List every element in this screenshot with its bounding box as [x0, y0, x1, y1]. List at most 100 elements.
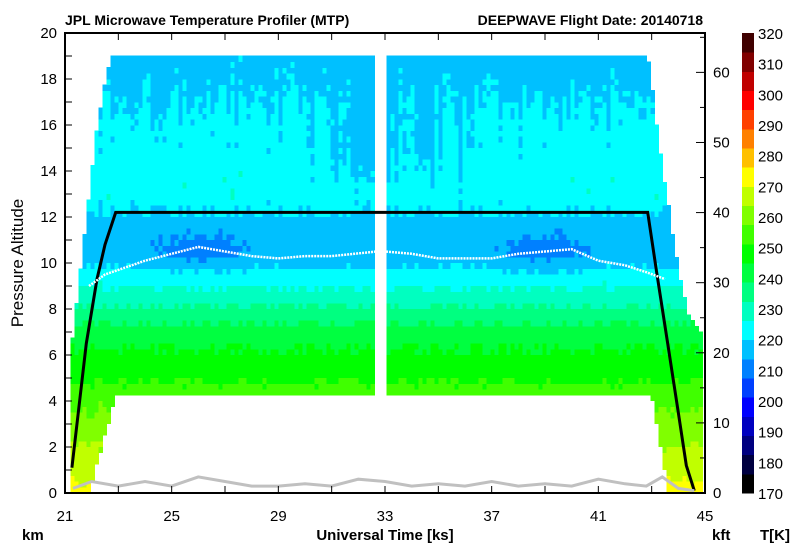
heatmap-cell: [178, 136, 183, 143]
heatmap-cell: [134, 262, 139, 269]
heatmap-cell: [194, 107, 199, 114]
heatmap-cell: [94, 394, 99, 402]
heatmap-cell: [386, 141, 391, 149]
heatmap-cell: [78, 469, 83, 476]
heatmap-cell: [186, 262, 191, 269]
heatmap-cell: [350, 233, 355, 241]
heatmap-cell: [194, 159, 199, 166]
heatmap-cell: [74, 377, 79, 384]
heatmap-cell: [234, 124, 239, 131]
heatmap-cell: [190, 383, 195, 390]
heatmap-cell: [358, 164, 363, 172]
heatmap-cell: [218, 354, 223, 361]
heatmap-cell: [134, 170, 139, 177]
heatmap-cell: [370, 73, 375, 80]
heatmap-cell: [266, 262, 271, 269]
heatmap-cell: [198, 113, 203, 120]
heatmap-cell: [302, 96, 307, 103]
heatmap-cell: [398, 78, 403, 85]
heatmap-cell: [126, 67, 131, 74]
heatmap-cell: [106, 107, 111, 114]
heatmap-cell: [294, 199, 299, 206]
heatmap-cell: [318, 251, 323, 258]
heatmap-cell: [414, 147, 419, 154]
heatmap-cell: [210, 96, 215, 103]
heatmap-cell: [134, 164, 139, 172]
heatmap-cell: [162, 274, 167, 281]
heatmap-cell: [210, 320, 215, 327]
heatmap-cell: [190, 337, 195, 344]
heatmap-cell: [222, 119, 227, 126]
heatmap-cell: [134, 371, 139, 379]
heatmap-cell: [242, 383, 247, 390]
heatmap-cell: [174, 61, 179, 68]
heatmap-cell: [78, 291, 83, 298]
heatmap-cell: [78, 279, 83, 287]
heatmap-cell: [286, 228, 291, 235]
heatmap-cell: [182, 61, 187, 68]
heatmap-cell: [118, 360, 123, 367]
heatmap-cell: [258, 268, 263, 275]
heatmap-cell: [74, 314, 79, 321]
heatmap-cell: [314, 73, 319, 80]
heatmap-cell: [342, 216, 347, 223]
heatmap-cell: [402, 216, 407, 223]
heatmap-cell: [114, 216, 119, 223]
heatmap-cell: [106, 394, 111, 402]
heatmap-cell: [162, 360, 167, 367]
heatmap-cell: [262, 320, 267, 327]
heatmap-cell: [310, 199, 315, 206]
heatmap-cell: [102, 348, 107, 356]
heatmap-cell: [290, 337, 295, 344]
heatmap-cell: [202, 377, 207, 384]
heatmap-cell: [138, 239, 143, 247]
heatmap-cell: [278, 320, 283, 327]
heatmap-cell: [226, 90, 231, 97]
heatmap-cell: [390, 325, 395, 333]
heatmap-cell: [230, 348, 235, 356]
heatmap-cell: [82, 233, 87, 241]
heatmap-cell: [110, 199, 115, 206]
heatmap-cell: [94, 136, 99, 143]
heatmap-cell: [198, 205, 203, 212]
heatmap-cell: [70, 371, 75, 379]
heatmap-cell: [386, 297, 391, 304]
heatmap-cell: [130, 256, 135, 264]
heatmap-cell: [126, 228, 131, 235]
heatmap-cell: [230, 268, 235, 275]
heatmap-cell: [182, 136, 187, 143]
heatmap-cell: [146, 216, 151, 223]
heatmap-cell: [150, 113, 155, 120]
heatmap-cell: [210, 256, 215, 264]
heatmap-cell: [186, 182, 191, 189]
heatmap-cell: [262, 124, 267, 131]
heatmap-cell: [298, 256, 303, 264]
heatmap-cell: [214, 187, 219, 195]
heatmap-cell: [90, 176, 95, 183]
heatmap-cell: [330, 176, 335, 183]
heatmap-cell: [246, 343, 251, 350]
heatmap-cell: [106, 383, 111, 390]
heatmap-cell: [70, 417, 75, 425]
heatmap-cell: [238, 331, 243, 338]
heatmap-cell: [114, 164, 119, 172]
heatmap-cell: [166, 176, 171, 183]
heatmap-cell: [326, 371, 331, 379]
heatmap-cell: [298, 389, 303, 396]
heatmap-cell: [146, 222, 151, 229]
heatmap-cell: [110, 210, 115, 218]
heatmap-cell: [210, 199, 215, 206]
heatmap-cell: [150, 164, 155, 172]
heatmap-cell: [306, 187, 311, 195]
heatmap-cell: [182, 291, 187, 298]
heatmap-cell: [222, 366, 227, 373]
heatmap-cell: [290, 233, 295, 241]
heatmap-cell: [182, 222, 187, 229]
heatmap-cell: [266, 320, 271, 327]
heatmap-cell: [174, 343, 179, 350]
heatmap-cell: [222, 256, 227, 264]
heatmap-cell: [230, 78, 235, 85]
heatmap-cell: [310, 256, 315, 264]
heatmap-cell: [418, 141, 423, 149]
heatmap-cell: [346, 233, 351, 241]
